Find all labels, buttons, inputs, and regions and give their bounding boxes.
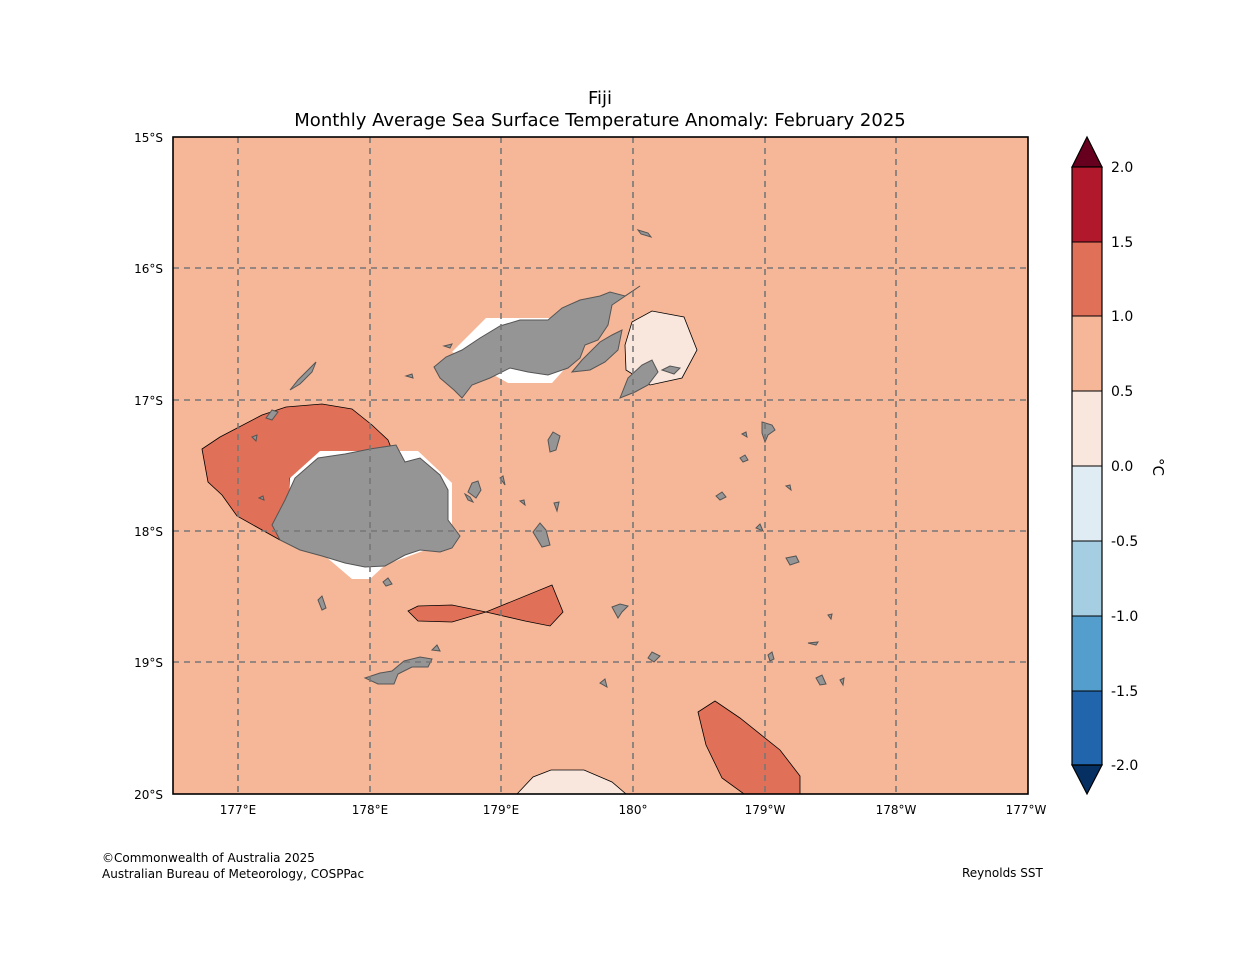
- island-yadua: [404, 373, 414, 379]
- lon-label: 179°E: [483, 803, 520, 817]
- island-kadavu: [363, 656, 433, 685]
- island-vatulele: [317, 595, 327, 611]
- lon-label: 180°: [619, 803, 648, 817]
- anomaly-region-central: [407, 584, 564, 627]
- agency-text: Australian Bureau of Meteorology, COSPPa…: [102, 867, 365, 881]
- island-koro-west: [463, 492, 475, 504]
- lat-label: 20°S: [134, 788, 163, 802]
- colorbar-bin: [1072, 691, 1102, 765]
- lon-label: 177°E: [220, 803, 257, 817]
- colorbar-tick: 1.5: [1111, 235, 1133, 251]
- island-vanua-levu: [433, 285, 641, 399]
- colorbar-labels: 2.0 1.5 1.0 0.5 0.0 -0.5 -1.0 -1.5 -2.0: [1111, 160, 1138, 774]
- lon-axis: 177°E 178°E 179°E 180° 179°W 178°W 177°W: [220, 803, 1047, 817]
- colorbar-tick: 2.0: [1111, 160, 1133, 176]
- colorbar-bin: [1072, 242, 1102, 316]
- lat-label: 16°S: [134, 262, 163, 276]
- island-lakeba: [785, 555, 800, 566]
- colorbar-bin: [1072, 466, 1102, 541]
- colorbar-extend-bottom: [1071, 764, 1103, 796]
- island-kabara-east: [815, 674, 827, 686]
- island-matuku: [599, 678, 608, 689]
- island-viti-levu: [271, 444, 461, 568]
- island-makogai: [518, 499, 526, 507]
- island-taveuni: [619, 359, 659, 399]
- island-tuvuca: [739, 454, 749, 463]
- island-mali: [442, 343, 453, 349]
- colorbar: 2.0 1.5 1.0 0.5 0.0 -0.5 -1.0 -1.5 -2.0 …: [1071, 135, 1167, 796]
- lat-label: 15°S: [134, 131, 163, 145]
- source-text: Reynolds SST: [962, 866, 1043, 880]
- map-title: Fiji: [587, 88, 613, 109]
- island-waya: [251, 434, 258, 443]
- lon-label: 178°E: [352, 803, 389, 817]
- colorbar-tick: -2.0: [1111, 758, 1138, 774]
- colorbar-bin: [1072, 391, 1102, 466]
- colorbar-outline: [1071, 166, 1103, 766]
- colorbar-bin: [1072, 316, 1102, 391]
- island-kabara: [647, 651, 661, 663]
- island-batiki: [553, 501, 560, 513]
- island-komo: [767, 651, 775, 662]
- island-yasawa: [289, 361, 317, 391]
- colorbar-bin: [1072, 541, 1102, 616]
- island-moce: [807, 641, 820, 646]
- land: [251, 229, 845, 689]
- island-mago: [715, 491, 727, 501]
- colorbar-dividers: [1072, 241, 1102, 692]
- anomaly-region-south-east: [697, 700, 801, 795]
- island-cikobia: [636, 229, 653, 238]
- copyright-text: ©Commonwealth of Australia 2025: [102, 851, 315, 865]
- island-vanua-vatu: [784, 484, 792, 492]
- island-totoya: [611, 603, 629, 619]
- island-laucala: [660, 365, 682, 375]
- colorbar-tick: -1.0: [1111, 609, 1138, 625]
- colorbar-tick: 1.0: [1111, 309, 1133, 325]
- map-subtitle: Monthly Average Sea Surface Temperature …: [294, 110, 906, 131]
- lon-label: 178°W: [876, 803, 917, 817]
- colorbar-bin: [1072, 167, 1102, 242]
- colorbar-bin: [1072, 616, 1102, 691]
- colorbar-unit: °C: [1149, 458, 1167, 476]
- lat-label: 17°S: [134, 394, 163, 408]
- island-nayau: [755, 523, 764, 532]
- island-oneata: [827, 613, 833, 621]
- map-frame: [172, 136, 1029, 795]
- lat-label: 19°S: [134, 656, 163, 670]
- island-beqa: [382, 577, 393, 587]
- island-malolo: [257, 495, 265, 501]
- colorbar-tick: -1.5: [1111, 684, 1138, 700]
- colorbar-tick: 0.5: [1111, 384, 1133, 400]
- colorbar-tick: 0.0: [1111, 459, 1133, 475]
- lon-label: 177°W: [1006, 803, 1047, 817]
- island-fulaga: [839, 677, 845, 687]
- colorbar-extend-top: [1071, 135, 1103, 168]
- colorbar-tick: -0.5: [1111, 534, 1138, 550]
- island-ovalau: [547, 431, 561, 453]
- lon-label: 179°W: [745, 803, 786, 817]
- island-ono: [430, 644, 441, 652]
- island-qamea: [570, 329, 623, 373]
- lat-label: 18°S: [134, 525, 163, 539]
- lat-axis: 15°S 16°S 17°S 18°S 19°S 20°S: [134, 131, 163, 802]
- credit-block: ©Commonwealth of Australia 2025 Australi…: [102, 850, 364, 882]
- island-naviti: [265, 409, 279, 421]
- island-cicia: [740, 431, 748, 439]
- island-nairai: [467, 480, 482, 499]
- island-gau: [532, 522, 551, 548]
